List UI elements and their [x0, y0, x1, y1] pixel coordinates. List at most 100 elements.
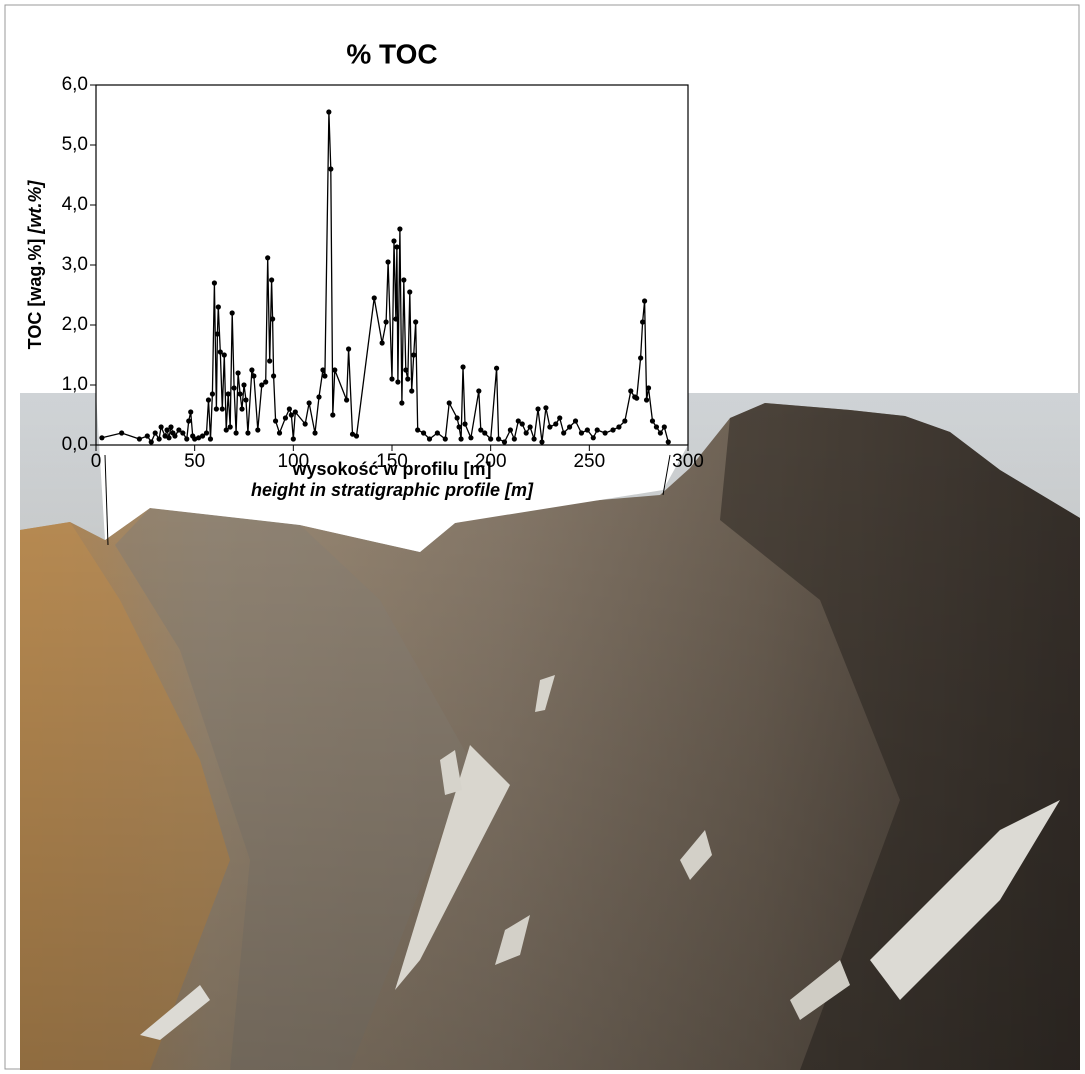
toc-point — [235, 370, 240, 375]
y-tick-label: 6,0 — [62, 74, 88, 95]
toc-point — [399, 400, 404, 405]
toc-point — [271, 373, 276, 378]
toc-point — [168, 424, 173, 429]
toc-point — [644, 397, 649, 402]
toc-point — [293, 409, 298, 414]
toc-point — [263, 379, 268, 384]
toc-point — [662, 424, 667, 429]
toc-point — [186, 418, 191, 423]
toc-point — [646, 385, 651, 390]
toc-point — [462, 421, 467, 426]
toc-point — [638, 355, 643, 360]
toc-point — [372, 295, 377, 300]
toc-point — [603, 430, 608, 435]
y-tick-label: 3,0 — [62, 254, 88, 275]
toc-point — [303, 421, 308, 426]
y-tick-label: 0,0 — [62, 434, 88, 455]
toc-point — [380, 340, 385, 345]
x-tick-label: 150 — [376, 451, 408, 472]
toc-point — [455, 415, 460, 420]
toc-point — [553, 421, 558, 426]
toc-point — [204, 430, 209, 435]
toc-point — [395, 379, 400, 384]
x-tick-label: 300 — [672, 451, 704, 472]
toc-point — [394, 244, 399, 249]
toc-point — [320, 367, 325, 372]
toc-point — [628, 388, 633, 393]
toc-point — [535, 406, 540, 411]
toc-point — [232, 385, 237, 390]
toc-point — [230, 310, 235, 315]
toc-point — [573, 418, 578, 423]
toc-point — [157, 436, 162, 441]
toc-point — [496, 436, 501, 441]
toc-point — [237, 391, 242, 396]
toc-point — [531, 436, 536, 441]
toc-point — [216, 304, 221, 309]
toc-point — [409, 388, 414, 393]
toc-point — [312, 430, 317, 435]
toc-point — [208, 436, 213, 441]
toc-point — [330, 412, 335, 417]
toc-line — [102, 112, 668, 442]
toc-point — [634, 396, 639, 401]
toc-point — [616, 424, 621, 429]
toc-point — [443, 436, 448, 441]
toc-point — [411, 352, 416, 357]
toc-point — [243, 397, 248, 402]
toc-point — [206, 397, 211, 402]
toc-point — [585, 427, 590, 432]
toc-point — [658, 430, 663, 435]
toc-point — [383, 319, 388, 324]
toc-point — [234, 430, 239, 435]
toc-point — [228, 424, 233, 429]
toc-point — [188, 409, 193, 414]
toc-point — [283, 415, 288, 420]
toc-point — [287, 406, 292, 411]
toc-point — [458, 436, 463, 441]
toc-point — [528, 424, 533, 429]
toc-point — [270, 316, 275, 321]
x-tick-label: 200 — [475, 451, 507, 472]
toc-point — [421, 430, 426, 435]
y-tick-label: 2,0 — [62, 314, 88, 335]
toc-point — [326, 109, 331, 114]
toc-point — [346, 346, 351, 351]
toc-point — [407, 289, 412, 294]
toc-point — [427, 436, 432, 441]
toc-point — [413, 319, 418, 324]
toc-point — [405, 376, 410, 381]
toc-point — [547, 424, 552, 429]
toc-point — [520, 421, 525, 426]
toc-point — [277, 430, 282, 435]
toc-point — [393, 316, 398, 321]
toc-point — [149, 439, 154, 444]
toc-point — [468, 435, 473, 440]
toc-point — [249, 367, 254, 372]
toc-point — [267, 358, 272, 363]
toc-point — [210, 391, 215, 396]
toc-point — [145, 433, 150, 438]
x-tick-label: 100 — [277, 451, 309, 472]
toc-point — [316, 394, 321, 399]
toc-point — [460, 364, 465, 369]
toc-point — [524, 430, 529, 435]
toc-point — [214, 406, 219, 411]
toc-point — [220, 406, 225, 411]
x-tick-label: 250 — [573, 451, 605, 472]
toc-point — [435, 430, 440, 435]
toc-point — [494, 366, 499, 371]
toc-point — [488, 436, 493, 441]
toc-point — [184, 436, 189, 441]
chart-title: % TOC — [346, 38, 437, 69]
x-axis-label-en: height in stratigraphic profile [m] — [251, 480, 534, 500]
toc-point — [389, 376, 394, 381]
toc-point — [212, 280, 217, 285]
toc-point — [403, 367, 408, 372]
toc-point — [322, 373, 327, 378]
y-tick-label: 1,0 — [62, 374, 88, 395]
toc-point — [415, 427, 420, 432]
toc-point — [119, 430, 124, 435]
toc-point — [557, 415, 562, 420]
toc-point — [591, 435, 596, 440]
